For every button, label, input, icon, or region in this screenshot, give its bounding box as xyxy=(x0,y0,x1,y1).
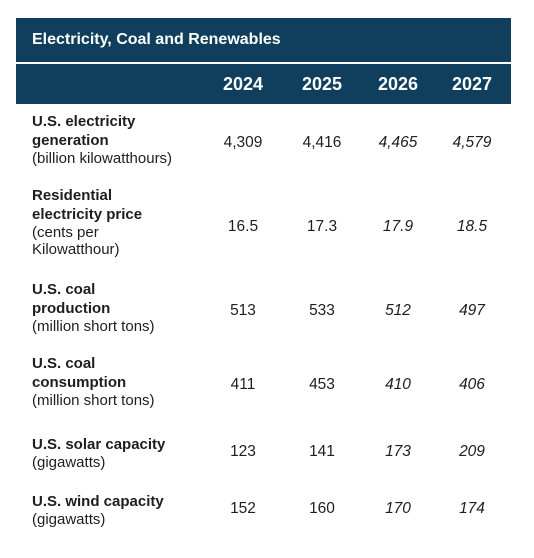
cell-2025: 533 xyxy=(309,302,335,319)
row-unit: (million short tons) xyxy=(32,318,155,335)
cell-2024: 152 xyxy=(230,500,256,517)
row-name: U.S. wind capacity xyxy=(32,493,164,510)
row-name: U.S. coal production xyxy=(32,281,111,317)
column-header-2025: 2025 xyxy=(301,74,343,94)
cell-2027: 209 xyxy=(459,443,485,460)
row-label: Residential electricity price (cents per… xyxy=(32,186,172,258)
cell-2025: 4,416 xyxy=(302,134,342,151)
row-unit: (cents per Kilowatthour) xyxy=(32,224,120,258)
cell-2027: 406 xyxy=(459,376,485,393)
row-label: U.S. coal consumption (million short ton… xyxy=(32,354,155,409)
cell-2026: 410 xyxy=(385,376,411,393)
cell-2026: 17.9 xyxy=(382,218,414,235)
row-unit: (million short tons) xyxy=(32,392,155,409)
year-header-row: 2024 2025 2026 2027 xyxy=(16,64,511,104)
cell-2025: 17.3 xyxy=(306,218,338,235)
row-unit: (gigawatts) xyxy=(32,454,106,471)
row-unit: (billion kilowatthours) xyxy=(32,150,173,167)
row-unit: (gigawatts) xyxy=(32,511,106,528)
cell-2027: 4,579 xyxy=(452,134,492,151)
table-title: Electricity, Coal and Renewables xyxy=(16,18,511,62)
row-label: U.S. wind capacity (gigawatts) xyxy=(32,492,212,528)
row-name: U.S. coal consumption xyxy=(32,355,127,391)
cell-2026: 170 xyxy=(385,500,411,517)
cell-2026: 173 xyxy=(385,443,411,460)
cell-2024: 4,309 xyxy=(223,134,263,151)
column-header-2027: 2027 xyxy=(451,74,493,94)
row-label: U.S. solar capacity (gigawatts) xyxy=(32,435,212,471)
cell-2024: 16.5 xyxy=(227,218,259,235)
cell-2025: 160 xyxy=(309,500,335,517)
row-name: Residential electricity price xyxy=(32,187,143,223)
column-header-2026: 2026 xyxy=(377,74,419,94)
row-name: U.S. electricity generation xyxy=(32,113,136,149)
cell-2025: 141 xyxy=(309,443,335,460)
row-label: U.S. coal production (million short tons… xyxy=(32,280,155,335)
cell-2027: 18.5 xyxy=(456,218,488,235)
column-header-2024: 2024 xyxy=(222,74,264,94)
cell-2026: 4,465 xyxy=(378,134,418,151)
cell-2024: 123 xyxy=(230,443,256,460)
row-name: U.S. solar capacity xyxy=(32,436,166,453)
cell-2027: 497 xyxy=(459,302,485,319)
cell-2026: 512 xyxy=(385,302,411,319)
row-label: U.S. electricity generation (billion kil… xyxy=(32,112,172,167)
cell-2024: 411 xyxy=(230,376,256,393)
data-table: Electricity, Coal and Renewables 2024 20… xyxy=(16,18,511,528)
cell-2025: 453 xyxy=(309,376,335,393)
cell-2027: 174 xyxy=(459,500,485,517)
cell-2024: 513 xyxy=(230,302,256,319)
